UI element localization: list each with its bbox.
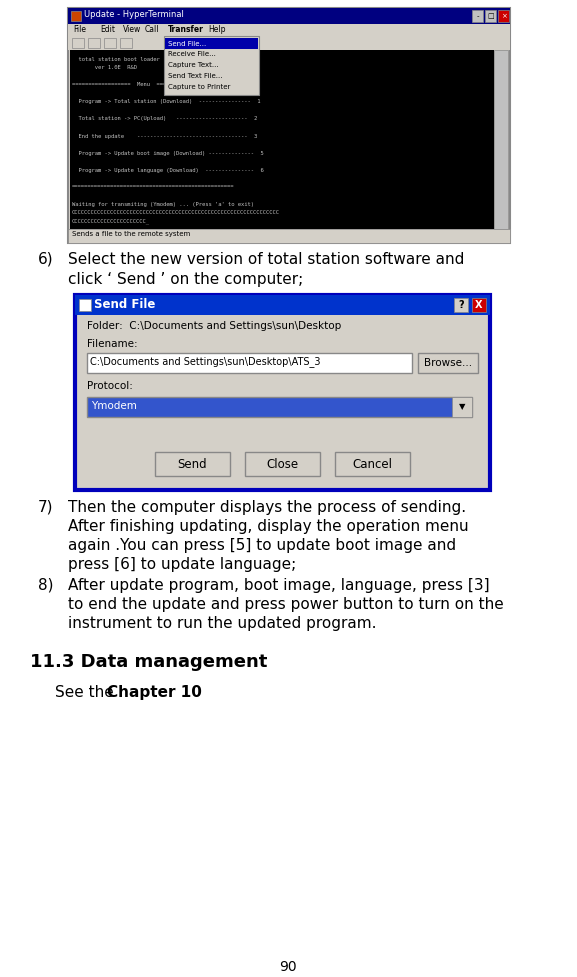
Text: 11.3 Data management: 11.3 Data management — [30, 653, 267, 671]
Text: File: File — [73, 25, 86, 34]
FancyBboxPatch shape — [494, 50, 508, 229]
FancyBboxPatch shape — [120, 38, 132, 48]
FancyBboxPatch shape — [155, 452, 230, 476]
Text: After update program, boot image, language, press [3]: After update program, boot image, langua… — [68, 578, 490, 593]
Text: Send File: Send File — [94, 298, 155, 311]
Text: Close: Close — [266, 457, 298, 471]
Text: -: - — [476, 13, 479, 19]
FancyBboxPatch shape — [68, 229, 510, 243]
Text: End the update    ----------------------------------  3: End the update -------------------------… — [72, 134, 257, 139]
Text: Cancel: Cancel — [352, 457, 392, 471]
Text: Help: Help — [208, 25, 226, 34]
FancyBboxPatch shape — [79, 299, 91, 311]
Text: Then the computer displays the process of sending.: Then the computer displays the process o… — [68, 500, 466, 515]
Text: to end the update and press power button to turn on the: to end the update and press power button… — [68, 597, 504, 612]
Text: Sends a file to the remote system: Sends a file to the remote system — [72, 231, 190, 237]
Text: Transfer: Transfer — [168, 25, 204, 34]
Text: Filename:: Filename: — [87, 339, 138, 349]
Text: Send Text File...: Send Text File... — [168, 73, 223, 79]
Text: Total station -> PC(Upload)   ----------------------  2: Total station -> PC(Upload) ------------… — [72, 116, 257, 121]
FancyBboxPatch shape — [72, 38, 84, 48]
FancyBboxPatch shape — [75, 295, 490, 315]
FancyBboxPatch shape — [454, 298, 468, 312]
Text: instrument to run the updated program.: instrument to run the updated program. — [68, 616, 377, 631]
FancyBboxPatch shape — [68, 8, 510, 243]
FancyBboxPatch shape — [88, 38, 100, 48]
Text: again .You can press [5] to update boot image and: again .You can press [5] to update boot … — [68, 538, 456, 553]
Text: Program -> Update boot image (Download) --------------  5: Program -> Update boot image (Download) … — [72, 150, 264, 155]
Text: CCCCCCCCCCCCCCCCCCCCCCC_: CCCCCCCCCCCCCCCCCCCCCCC_ — [72, 219, 150, 225]
FancyBboxPatch shape — [498, 10, 509, 22]
FancyBboxPatch shape — [472, 298, 486, 312]
Text: □: □ — [487, 13, 494, 19]
FancyBboxPatch shape — [70, 50, 494, 229]
Text: Call: Call — [145, 25, 159, 34]
FancyBboxPatch shape — [418, 353, 478, 373]
Text: 7): 7) — [38, 500, 54, 515]
FancyBboxPatch shape — [68, 8, 510, 24]
FancyBboxPatch shape — [104, 38, 116, 48]
FancyBboxPatch shape — [452, 397, 472, 417]
Text: Folder:  C:\Documents and Settings\sun\Desktop: Folder: C:\Documents and Settings\sun\De… — [87, 321, 341, 331]
Text: Send File...: Send File... — [168, 40, 206, 47]
Text: Edit: Edit — [100, 25, 115, 34]
FancyBboxPatch shape — [165, 38, 258, 49]
Text: Protocol:: Protocol: — [87, 381, 133, 391]
Text: Program -> Total station (Download)  ----------------  1: Program -> Total station (Download) ----… — [72, 100, 260, 105]
Text: click ‘ Send ’ on the computer;: click ‘ Send ’ on the computer; — [68, 272, 304, 287]
FancyBboxPatch shape — [87, 353, 412, 373]
FancyBboxPatch shape — [68, 24, 510, 36]
Text: ×: × — [501, 13, 507, 19]
Text: Capture to Printer: Capture to Printer — [168, 84, 230, 91]
Text: Update - HyperTerminal: Update - HyperTerminal — [84, 10, 184, 19]
FancyBboxPatch shape — [71, 11, 81, 21]
Text: 8): 8) — [38, 578, 54, 593]
Text: ==================  Menu  ==========================: ================== Menu ================… — [72, 82, 241, 87]
Text: ==================================================: ========================================… — [72, 185, 234, 190]
Text: ▼: ▼ — [459, 403, 465, 411]
Text: View: View — [123, 25, 141, 34]
Text: Browse...: Browse... — [424, 358, 472, 368]
Text: X: X — [475, 300, 483, 310]
FancyBboxPatch shape — [164, 36, 259, 95]
FancyBboxPatch shape — [68, 36, 510, 50]
Text: ?: ? — [458, 300, 464, 310]
Text: ver 1.0E  R&D: ver 1.0E R&D — [72, 65, 137, 70]
Text: 6): 6) — [38, 252, 54, 267]
Text: After finishing updating, display the operation menu: After finishing updating, display the op… — [68, 519, 469, 534]
FancyBboxPatch shape — [245, 452, 320, 476]
FancyBboxPatch shape — [87, 397, 472, 417]
Text: 90: 90 — [279, 960, 297, 974]
FancyBboxPatch shape — [75, 295, 490, 490]
FancyBboxPatch shape — [472, 10, 483, 22]
Text: Capture Text...: Capture Text... — [168, 63, 219, 68]
Text: CCCCCCCCCCCCCCCCCCCCCCCCCCCCCCCCCCCCCCCCCCCCCCCCCCCCCCCCCCCCCCCC: CCCCCCCCCCCCCCCCCCCCCCCCCCCCCCCCCCCCCCCC… — [72, 210, 280, 215]
Text: Ymodem: Ymodem — [91, 401, 137, 411]
FancyBboxPatch shape — [485, 10, 496, 22]
Text: C:\Documents and Settings\sun\Desktop\ATS_3: C:\Documents and Settings\sun\Desktop\AT… — [90, 356, 320, 367]
Text: Send: Send — [177, 457, 207, 471]
Text: Waiting for transmiting (Ymodem) ... (Press 'a' to exit): Waiting for transmiting (Ymodem) ... (Pr… — [72, 201, 254, 207]
Text: total station boot loader: total station boot loader — [72, 57, 160, 62]
Text: See the: See the — [55, 685, 119, 700]
Text: Chapter 10: Chapter 10 — [107, 685, 202, 700]
Text: Program -> Update language (Download)  ---------------  6: Program -> Update language (Download) --… — [72, 168, 264, 173]
Text: press [6] to update language;: press [6] to update language; — [68, 557, 296, 572]
Text: Receive File...: Receive File... — [168, 52, 216, 58]
Text: Select the new version of total station software and: Select the new version of total station … — [68, 252, 464, 267]
Text: .: . — [180, 685, 185, 700]
FancyBboxPatch shape — [335, 452, 410, 476]
